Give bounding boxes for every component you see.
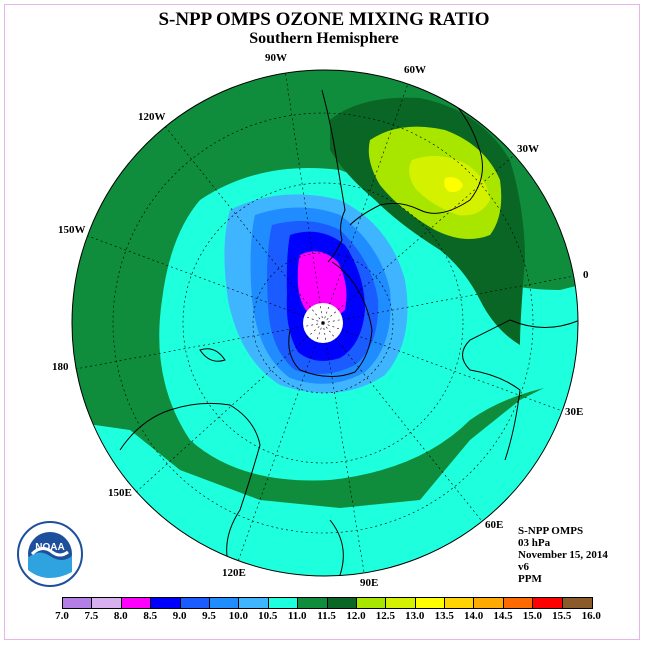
lon-label-60e: 60E [485, 519, 503, 531]
latitude-circle [252, 252, 394, 394]
colorbar-tick-label: 12.0 [346, 610, 366, 622]
colorbar-swatch [180, 598, 210, 608]
colorbar-swatch [209, 598, 240, 608]
colorbar-tick-label: 9.0 [172, 610, 187, 622]
lon-label-30w: 30W [517, 143, 539, 155]
info-instrument: S-NPP OMPS [518, 525, 584, 537]
colorbar-tick-label: 15.5 [552, 610, 572, 622]
lon-label-120e: 120E [222, 567, 246, 579]
colorbar-tick-label: 10.0 [228, 610, 249, 622]
logo-text: NOAA [35, 542, 64, 553]
meridian-60w [322, 77, 411, 324]
colorbar-swatch [239, 598, 269, 608]
graticule [72, 70, 578, 576]
meridian-150w [84, 234, 324, 324]
colorbar-swatch [121, 598, 152, 608]
antarctica-coast [288, 261, 373, 377]
australia-coast [119, 402, 261, 571]
colorbar-tick-label: 13.0 [405, 610, 425, 622]
lon-label-0: 0 [583, 269, 589, 281]
info-level: 03 hPa [518, 537, 551, 549]
colorbar-swatch [503, 598, 534, 608]
lon-label-60w: 60W [404, 64, 426, 76]
lon-label-150e: 150E [108, 487, 132, 499]
colorbar-swatch [92, 598, 122, 608]
colorbar-tick-label: 9.5 [202, 610, 216, 622]
colorbar-swatch [298, 598, 328, 608]
colorbar-swatch [474, 598, 504, 608]
colorbar-tick-label: 10.5 [258, 610, 278, 622]
colorbar-swatch [386, 598, 416, 608]
latitude-circle [182, 182, 464, 464]
south-america-east-coast [349, 97, 483, 226]
info-units: PPM [518, 573, 542, 585]
colorbar-swatch [533, 598, 563, 608]
ozone-field [72, 70, 578, 576]
colorbar-tick-label: 16.0 [581, 610, 601, 622]
info-block: S-NPP OMPS 03 hPa November 15, 2014 v6 P… [518, 525, 608, 585]
logo-sea [28, 552, 72, 578]
colorbar-tick-label: 7.5 [84, 610, 99, 622]
colorbar-swatch [151, 598, 181, 608]
map-title: S-NPP OMPS OZONE MIXING RATIO [158, 9, 490, 30]
meridian-0 [322, 274, 578, 324]
colorbar-tick-label: 8.0 [113, 610, 128, 622]
lon-label-90w: 90W [265, 52, 287, 64]
colorbar-swatch [268, 598, 299, 608]
lon-label-30e: 30E [565, 406, 583, 418]
colorbar-tick-label: 7.0 [55, 610, 69, 622]
meridian-120e [234, 322, 324, 571]
colorbar-tick-label: 11.5 [317, 610, 336, 622]
meridian-30w [322, 149, 521, 324]
lon-label-180: 180 [52, 361, 69, 373]
map-boundary [71, 69, 579, 577]
meridian-120w [159, 119, 324, 324]
africa-coast [462, 319, 578, 461]
meridian-90e [322, 322, 366, 576]
logo-bird [30, 547, 69, 557]
colorbar-tick-label: 8.5 [143, 610, 158, 622]
info-date: November 15, 2014 [518, 549, 608, 561]
colorbar-swatch [356, 598, 387, 608]
lon-label-120w: 120W [138, 111, 166, 123]
colorbar-tick-label: 14.5 [493, 610, 513, 622]
colorbar-swatch [562, 598, 593, 608]
madagascar-coast [329, 519, 344, 576]
colorbar-swatch [327, 598, 357, 608]
colorbar-tick-label: 12.5 [375, 610, 396, 622]
lon-label-90e: 90E [360, 577, 378, 589]
band-13-0 [444, 177, 463, 193]
noaa-logo: NOAA [17, 521, 83, 587]
south-america-coast [321, 89, 346, 263]
colorbar-tick-label: 15.0 [522, 610, 543, 622]
lon-label-150w: 150W [58, 224, 86, 236]
colorbar-swatch [63, 598, 93, 608]
colorbar-swatch [445, 598, 475, 608]
colorbar-tick-label: 14.0 [463, 610, 484, 622]
meridian-60e [322, 322, 486, 526]
info-version: v6 [518, 561, 529, 573]
colorbar [62, 597, 594, 609]
map-subtitle: Southern Hemisphere [249, 30, 399, 47]
coastlines [119, 89, 578, 576]
colorbar-tick-label: 11.0 [287, 610, 307, 622]
new-zealand [199, 348, 226, 362]
band-8-0 [297, 251, 347, 319]
page-frame [4, 4, 640, 640]
colorbar-tick-label: 13.5 [434, 610, 454, 622]
colorbar-swatch [415, 598, 446, 608]
meridian-150e [134, 322, 324, 494]
latitude-circle [112, 112, 534, 534]
